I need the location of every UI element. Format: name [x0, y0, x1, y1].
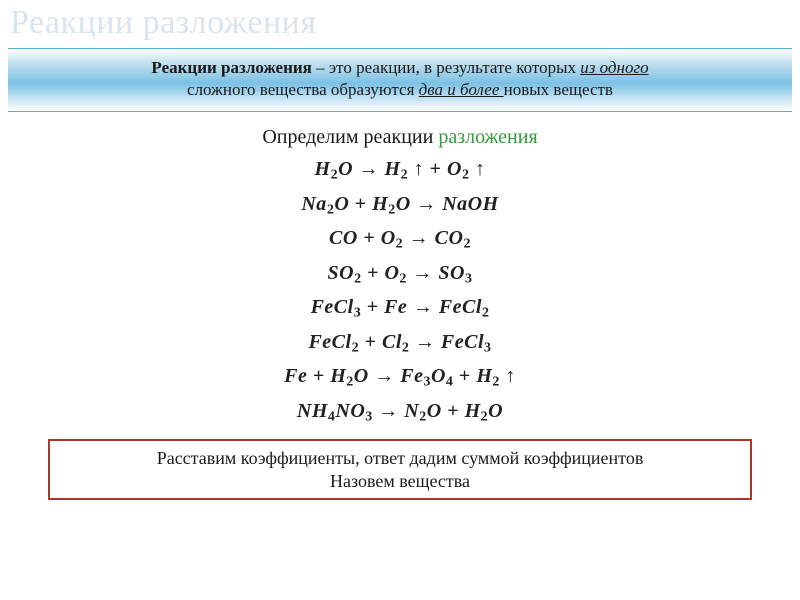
subtitle-plain: Определим реакции: [262, 126, 438, 148]
equations-block: H2O → H2 ↑ + O2 ↑ Na2O + H2O → NaOH CO +…: [0, 158, 800, 425]
definition-ital-2: два и более: [419, 80, 504, 99]
equation: H2O → H2 ↑ + O2 ↑: [0, 158, 800, 184]
definition-line2a: сложного вещества образуются: [187, 80, 419, 99]
footer-line-1: Расставим коэффициенты, ответ дадим сумм…: [157, 448, 644, 468]
subtitle: Определим реакции разложения: [0, 126, 800, 149]
equation: Fe + H2O → Fe3O4 + H2 ↑: [0, 365, 800, 391]
equation: NH4NO3 → N2O + H2O: [0, 400, 800, 426]
equation: FeCl3 + Fe → FeCl2: [0, 296, 800, 322]
definition-lead: Реакции разложения: [151, 58, 311, 77]
equation: SO2 + O2 → SO3: [0, 262, 800, 288]
footer-box: Расставим коэффициенты, ответ дадим сумм…: [48, 439, 752, 500]
equation: CO + O2 → CO2: [0, 227, 800, 253]
equation: Na2O + H2O → NaOH: [0, 193, 800, 219]
slide-title: Реакции разложения: [0, 0, 800, 48]
subtitle-green: разложения: [438, 126, 537, 148]
definition-band: Реакции разложения – это реакции, в резу…: [8, 48, 792, 112]
definition-line2b: новых веществ: [504, 80, 613, 99]
equation: FeCl2 + Cl2 → FeCl3: [0, 331, 800, 357]
definition-mid: – это реакции, в результате которых: [312, 58, 580, 77]
footer-line-2: Назовем вещества: [330, 471, 470, 491]
definition-ital-1: из одного: [580, 58, 648, 77]
